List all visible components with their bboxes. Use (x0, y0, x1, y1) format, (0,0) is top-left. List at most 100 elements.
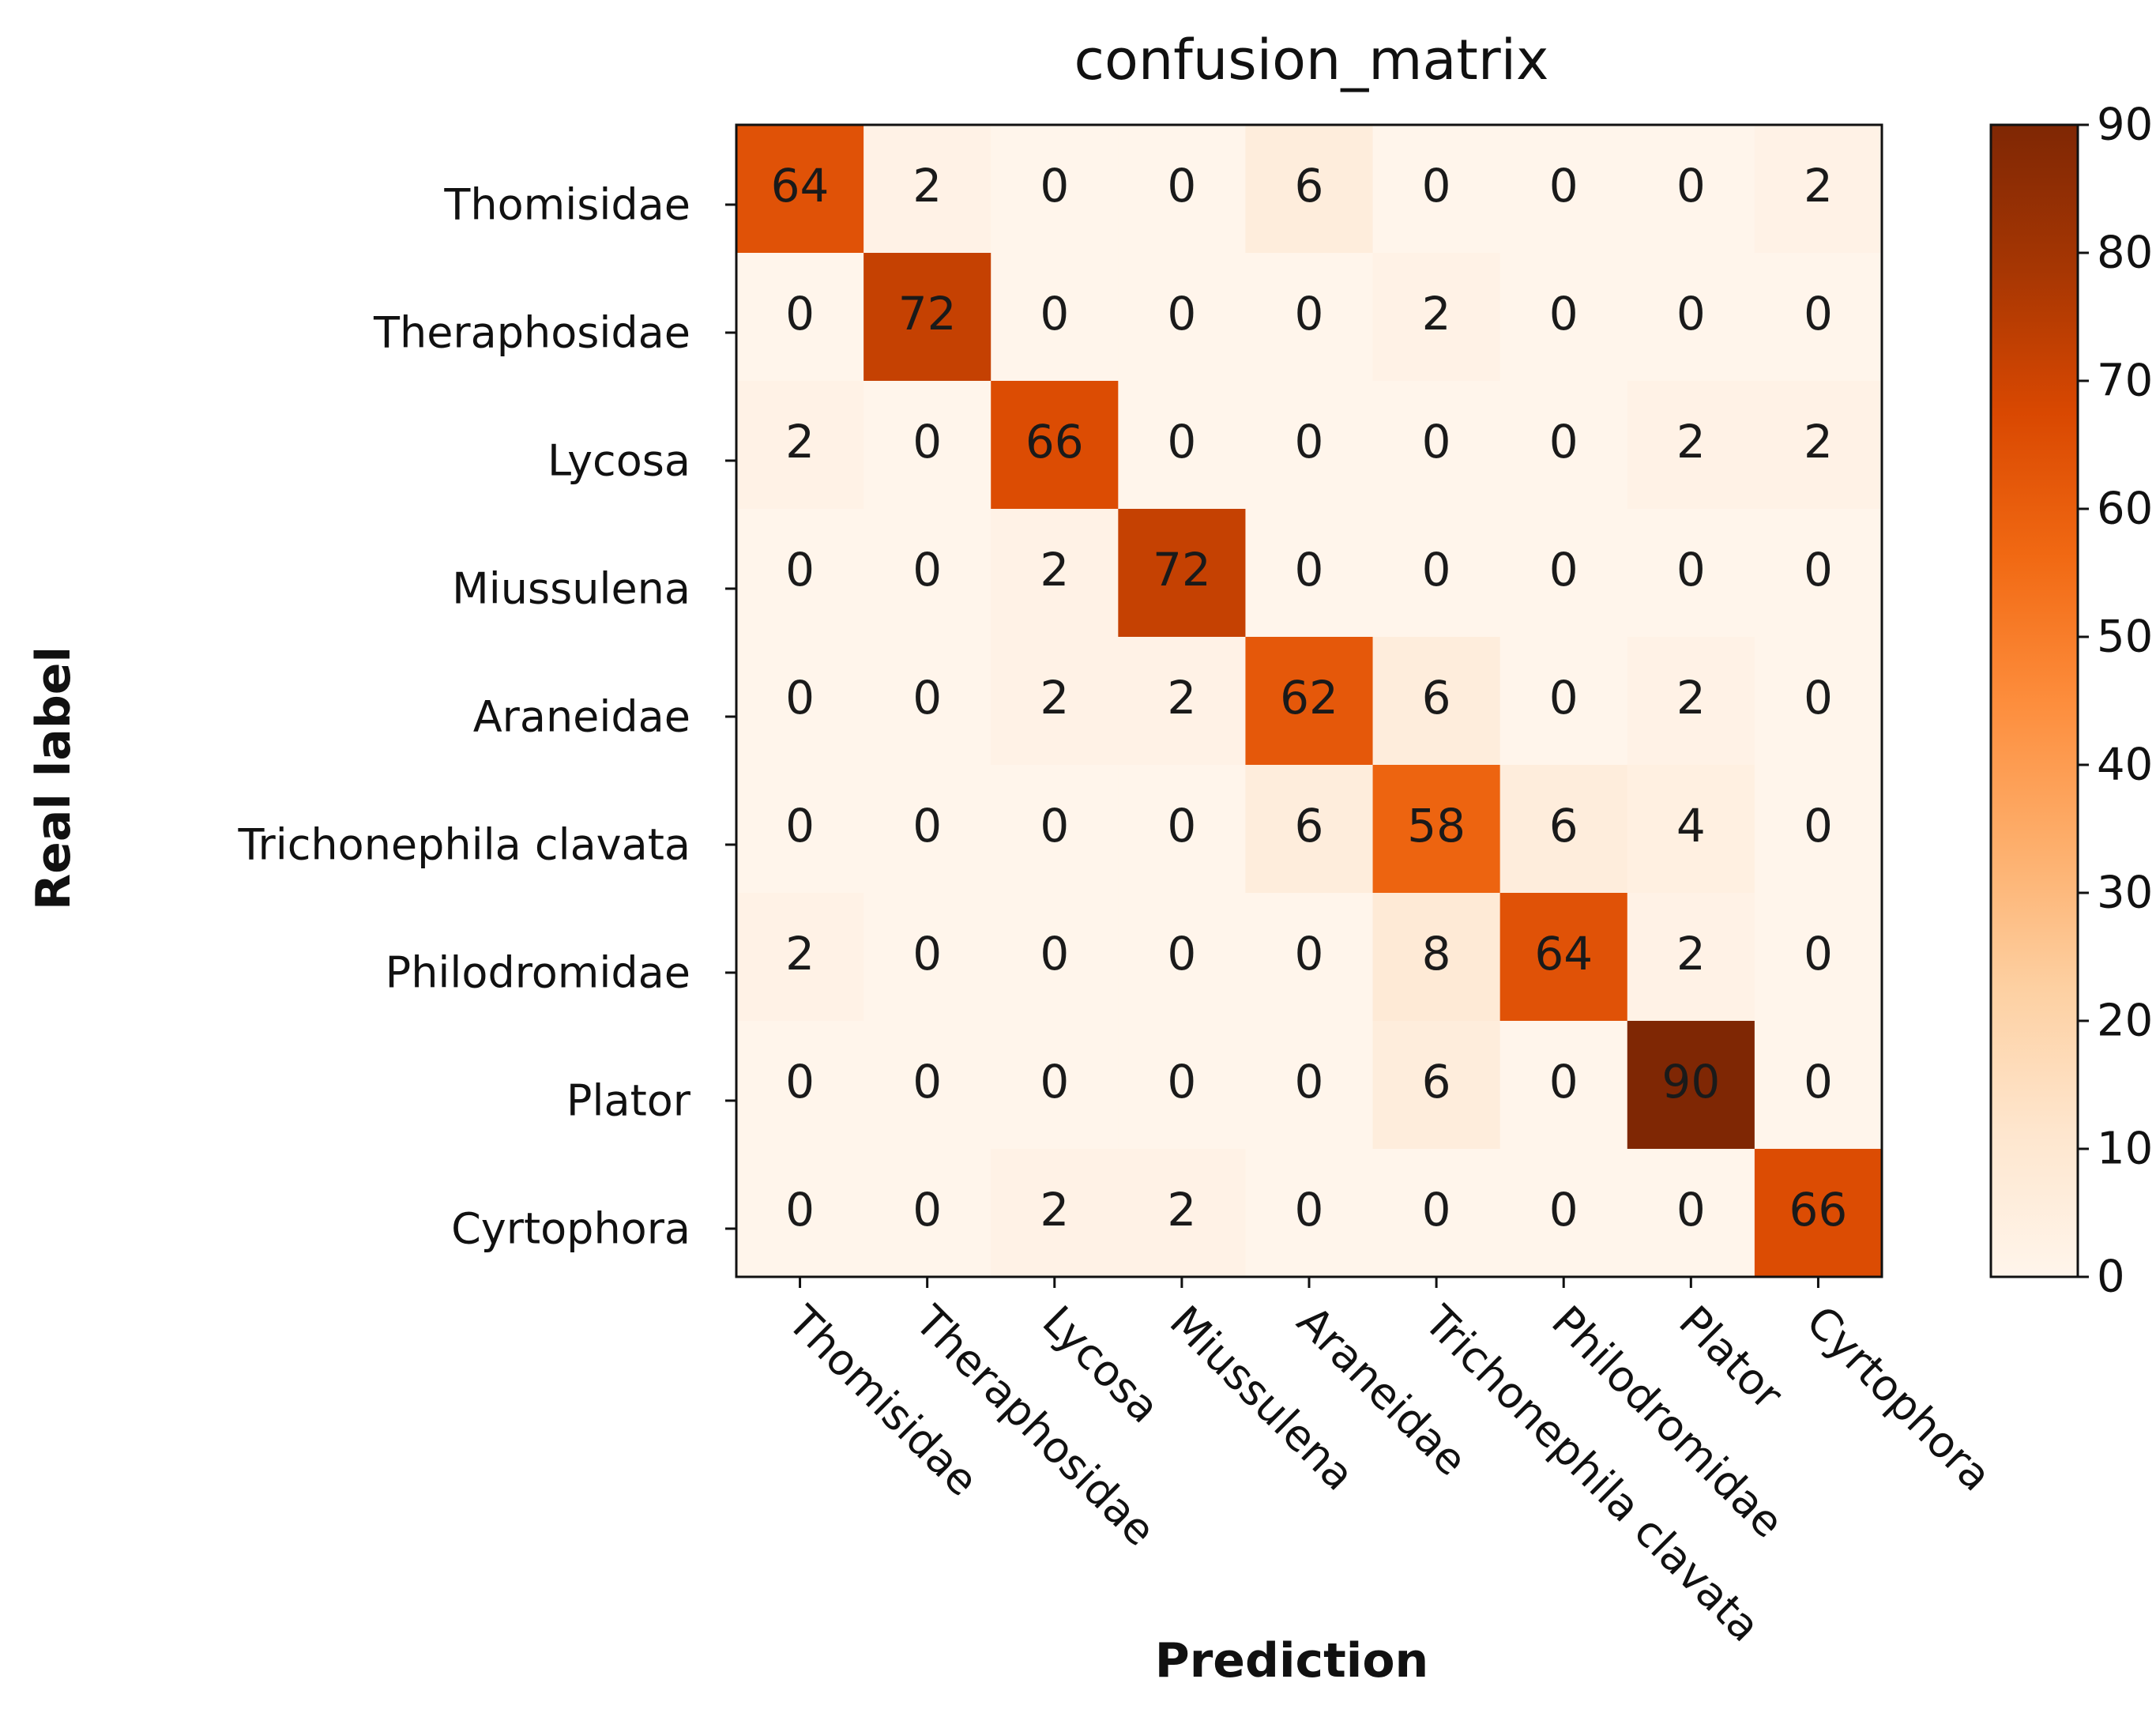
heatmap-cell (736, 1021, 864, 1150)
heatmap-cell (1118, 253, 1246, 382)
heatmap-cell (1627, 637, 1755, 766)
colorbar-tick-label: 10 (2097, 1124, 2153, 1175)
heatmap-cell (1754, 381, 1883, 510)
cell-value-label: 72 (1153, 543, 1211, 597)
heatmap-cell (991, 125, 1119, 254)
heatmap-cell (991, 893, 1119, 1022)
cell-value-label: 2 (785, 927, 815, 981)
heatmap-cells (736, 125, 1883, 1278)
heatmap-cell (736, 1149, 864, 1278)
y-tick-label: Miussulena (452, 564, 690, 614)
heatmap-cell (736, 509, 864, 638)
cell-value-label: 0 (1422, 1183, 1451, 1237)
cell-value-label: 0 (1804, 799, 1833, 853)
colorbar-tick-label: 80 (2097, 228, 2153, 279)
cell-value-label: 58 (1407, 799, 1466, 853)
heatmap-cell (1499, 125, 1628, 254)
heatmap-cell (864, 125, 991, 254)
cell-value-label: 2 (1676, 927, 1706, 981)
cell-value-label: 6 (1549, 799, 1578, 853)
heatmap-cell (864, 1149, 991, 1278)
heatmap-cell (864, 637, 991, 766)
heatmap-cell (1754, 893, 1883, 1022)
x-tick-label: Theraphosidae (905, 1296, 1165, 1556)
heatmap-cell (1245, 1149, 1374, 1278)
colorbar (1989, 123, 2079, 1278)
cell-value-label: 0 (1549, 415, 1578, 469)
cell-value-label: 0 (1549, 287, 1578, 341)
heatmap-cell (1372, 509, 1501, 638)
heatmap-cell (864, 765, 991, 894)
heatmap-cell (1245, 637, 1374, 766)
cell-value-label: 0 (1167, 159, 1196, 213)
heatmap-cell (1245, 381, 1374, 510)
y-tick-label: Araneidae (473, 692, 690, 742)
cell-value-label: 2 (1676, 671, 1706, 725)
cell-value-label: 0 (1295, 543, 1324, 597)
heatmap-cell (1118, 125, 1246, 254)
x-tick-label: Philodromidae (1542, 1297, 1793, 1548)
cell-value-label: 2 (1804, 415, 1833, 469)
heatmap-cell (1754, 637, 1883, 766)
heatmap-cell (991, 1149, 1119, 1278)
heatmap-cell (736, 893, 864, 1022)
cell-value-label: 2 (1040, 671, 1069, 725)
cell-value-label: 0 (1422, 159, 1451, 213)
cell-value-label: 0 (1549, 159, 1578, 213)
heatmap-cell (1372, 381, 1501, 510)
cell-value-label: 0 (1676, 543, 1706, 597)
cell-value-label: 0 (1804, 543, 1833, 597)
cell-value-label: 0 (1167, 1055, 1196, 1109)
cell-value-label: 66 (1025, 415, 1084, 469)
heatmap-cell (1499, 637, 1628, 766)
cell-value-label: 0 (1422, 543, 1451, 597)
heatmap-cell (1372, 765, 1501, 894)
heatmap-cell (1499, 253, 1628, 382)
cell-value-label: 64 (771, 159, 830, 213)
cell-value-label: 0 (1040, 287, 1069, 341)
cell-value-label: 0 (785, 1183, 815, 1237)
colorbar-tick-label: 90 (2097, 100, 2153, 151)
colorbar-tick-label: 30 (2097, 868, 2153, 919)
cell-value-label: 62 (1280, 671, 1338, 725)
y-tick-label: Cyrtophora (451, 1204, 690, 1254)
cell-value-label: 0 (912, 543, 942, 597)
x-axis-label: Prediction (1155, 1633, 1429, 1689)
cell-value-label: 6 (1422, 1055, 1451, 1109)
cell-value-label: 64 (1534, 927, 1593, 981)
heatmap-cell (736, 765, 864, 894)
cell-value-label: 0 (1167, 287, 1196, 341)
colorbar-tick-label: 70 (2097, 356, 2153, 407)
cell-value-label: 0 (1295, 927, 1324, 981)
heatmap-cell (1754, 765, 1883, 894)
heatmap-cell (736, 125, 864, 254)
cell-value-label: 0 (1040, 159, 1069, 213)
cell-value-label: 2 (1167, 671, 1196, 725)
cell-value-label: 0 (1167, 927, 1196, 981)
cell-value-label: 0 (912, 1183, 942, 1237)
cell-value-label: 0 (1040, 927, 1069, 981)
cell-value-label: 2 (785, 415, 815, 469)
heatmap-cell (1245, 253, 1374, 382)
cell-value-label: 0 (1295, 1183, 1324, 1237)
cell-value-label: 66 (1789, 1183, 1848, 1237)
cell-value-label: 0 (1295, 287, 1324, 341)
cell-value-label: 0 (1549, 1055, 1578, 1109)
y-tick-label: Theraphosidae (373, 308, 690, 358)
heatmap-cell (1627, 381, 1755, 510)
cell-value-label: 0 (1167, 799, 1196, 853)
heatmap-cell (1372, 253, 1501, 382)
heatmap-cell (1245, 509, 1374, 638)
y-tick-label: Trichonephila clavata (237, 820, 690, 870)
heatmap-cell (1372, 893, 1501, 1022)
cell-value-label: 0 (912, 415, 942, 469)
heatmap-cell (1372, 1021, 1501, 1150)
cell-value-label: 0 (1167, 415, 1196, 469)
heatmap-cell (1118, 765, 1246, 894)
cell-value-label: 0 (785, 287, 815, 341)
heatmap-cell (1499, 893, 1628, 1022)
heatmap-cell (736, 253, 864, 382)
heatmap-cell (1372, 637, 1501, 766)
heatmap-cell (1372, 1149, 1501, 1278)
